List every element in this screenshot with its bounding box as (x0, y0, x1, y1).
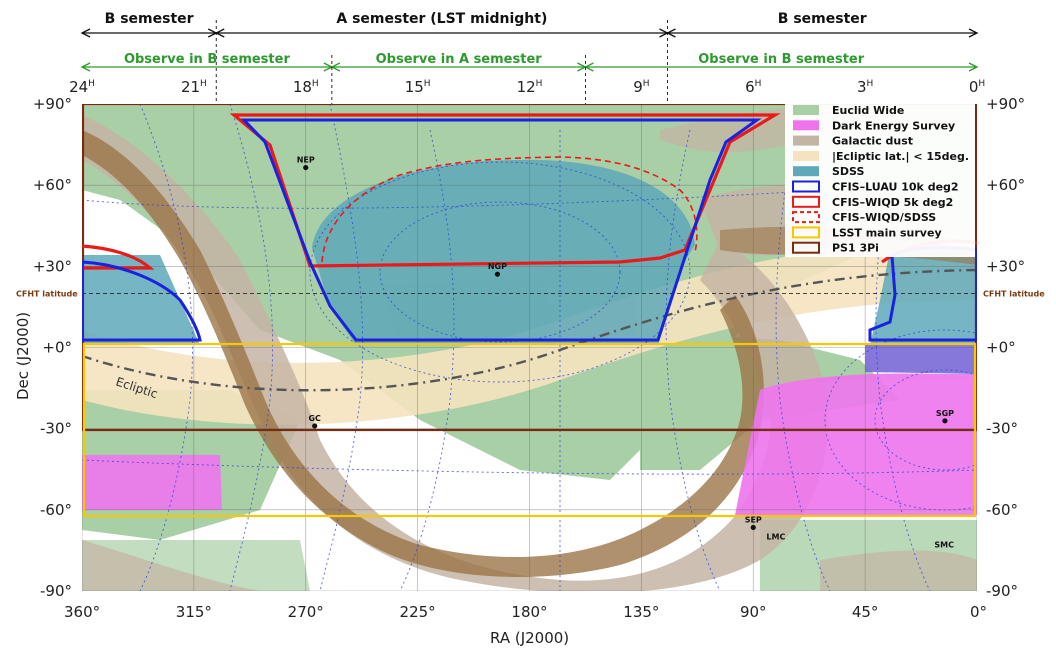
graticule (82, 104, 977, 591)
legend-label-5: CFIS–LUAU 10k deg2 (832, 181, 959, 194)
ra-tick-5: 135° (623, 603, 659, 621)
ra-tick-1: 315° (176, 603, 212, 621)
legend-swatch-0 (793, 105, 819, 115)
hour-tick-4: 12H (517, 78, 543, 96)
hour-tick-1: 21H (181, 78, 207, 96)
legend-label-7: CFIS–WIQD/SDSS (832, 211, 936, 224)
dec-axis-right: +90° +60° +30° +0° -30° -60° -90° (986, 95, 1025, 600)
hour-tick-7: 3H (857, 78, 873, 96)
observe-arrowhead-2 (968, 62, 979, 72)
x-axis-title: RA (J2000) (490, 629, 569, 647)
ra-tick-4: 180° (511, 603, 547, 621)
legend-label-1: Dark Energy Survey (832, 119, 955, 132)
legend-swatch-6 (792, 195, 820, 208)
cfht-label-left: CFHT latitude (16, 289, 78, 298)
point-label-nep: NEP (297, 156, 315, 165)
observe-label-1: Observe in A semester (376, 52, 543, 67)
semester-label-0: B semester (105, 11, 194, 27)
legend-label-4: SDSS (832, 165, 864, 178)
hour-tick-8: 0H (969, 78, 985, 96)
observe-label-2: Observe in B semester (698, 52, 864, 67)
legend-label-3: |Ecliptic lat.| < 15deg. (832, 150, 969, 163)
dec-tick-left-3: +0° (42, 339, 72, 357)
legend: Euclid Wide Dark Energy Survey Galactic du… (785, 100, 975, 257)
dec-axis-left: +90° +60° +30° +0° -30° -60° -90° (33, 95, 72, 600)
legend-label-9: PS1 3Pi (832, 242, 879, 255)
sdss-region (82, 159, 977, 345)
dec-tick-right-0: +90° (986, 95, 1025, 113)
legend-swatch-5 (792, 180, 820, 193)
legend-swatch-9 (792, 241, 820, 254)
point-ngp (494, 271, 501, 277)
ra-tick-0: 360° (64, 603, 100, 621)
ra-tick-2: 270° (288, 603, 324, 621)
ra-tick-6: 90° (740, 603, 767, 621)
legend-label-8: LSST main survey (832, 226, 942, 239)
hour-tick-0: 24H (69, 78, 95, 96)
hour-tick-3: 15H (405, 78, 431, 96)
dec-tick-right-5: -60° (986, 501, 1018, 519)
dec-tick-left-0: +90° (33, 95, 72, 113)
ra-tick-3: 225° (400, 603, 436, 621)
dec-tick-left-4: -30° (40, 420, 72, 438)
legend-swatch-1 (793, 120, 819, 131)
dec-tick-left-6: -90° (40, 582, 72, 600)
point-label-lmc: LMC (766, 532, 785, 541)
observe-arrowtail-0 (80, 62, 91, 72)
point-sep (750, 524, 756, 531)
ra-tick-8: 0° (970, 603, 987, 621)
point-label-sgp: SGP (936, 409, 954, 418)
legend-swatch-4 (793, 166, 819, 177)
cfis-wiqd-sdss-outline (321, 156, 698, 263)
point-label-gc: GC (308, 414, 321, 423)
dec-tick-right-4: -30° (986, 420, 1018, 438)
dec-tick-right-2: +30° (986, 257, 1025, 275)
point-label-sep: SEP (745, 515, 762, 524)
dec-tick-right-1: +60° (986, 176, 1025, 194)
point-label-smc: SMC (934, 540, 954, 549)
hour-tick-6: 6H (745, 78, 761, 96)
dec-tick-left-2: +30° (33, 257, 72, 275)
ra-axis: 360° 315° 270° 225° 180° 135° 90° 45° 0° (64, 603, 987, 621)
dec-tick-right-3: +0° (986, 339, 1016, 357)
y-axis-title: Dec (J2000) (14, 312, 32, 400)
lsst-outline (82, 342, 977, 518)
special-points: NEP NGP GC SGP SEP LMC SMC (297, 156, 954, 550)
observe-label-0: Observe in B semester (124, 52, 290, 67)
legend-label-0: Euclid Wide (832, 104, 904, 117)
cfht-label-right: CFHT latitude (983, 289, 1045, 298)
semester-arrowtail-0 (80, 28, 91, 38)
point-gc (312, 423, 318, 429)
hour-tick-5: 9H (633, 78, 649, 96)
semester-label-1: A semester (LST midnight) (336, 11, 547, 27)
hour-tick-2: 18H (293, 78, 319, 96)
grid-lines (82, 104, 977, 591)
dec-tick-right-6: -90° (986, 582, 1018, 600)
legend-swatch-3 (793, 150, 819, 161)
semester-bar: B semester A semester (LST midnight) B sem… (80, 11, 979, 104)
semester-label-2: B semester (778, 11, 867, 27)
point-nep (303, 164, 309, 171)
des-footprint (82, 345, 977, 515)
dec-tick-left-1: +60° (33, 176, 72, 194)
legend-swatch-7 (792, 211, 820, 224)
hour-axis: 24H 21H 18H 15H 12H 9H 6H 3H 0H (69, 78, 985, 96)
dec-tick-left-5: -60° (40, 501, 72, 519)
legend-swatch-2 (793, 135, 819, 146)
ecliptic-line (82, 268, 977, 392)
semester-arrowhead-2 (968, 28, 979, 38)
point-sgp (942, 418, 948, 424)
legend-swatch-8 (792, 226, 820, 239)
legend-label-2: Galactic dust (832, 135, 913, 148)
legend-label-6: CFIS–WIQD 5k deg2 (832, 196, 953, 209)
point-label-ngp: NGP (488, 262, 507, 271)
ra-tick-7: 45° (852, 603, 879, 621)
